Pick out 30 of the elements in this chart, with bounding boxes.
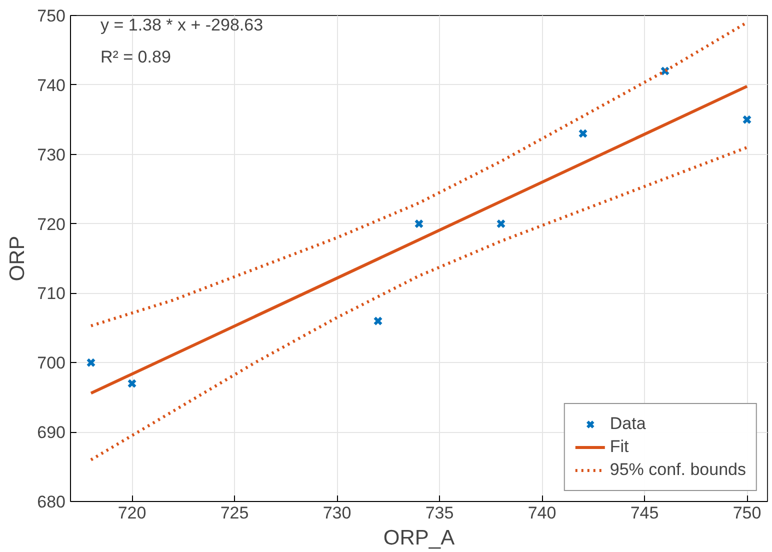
legend-label: Fit xyxy=(610,437,630,457)
legend-label: Data xyxy=(610,414,646,434)
point xyxy=(578,128,588,138)
annotation: R² = 0.89 xyxy=(100,48,171,66)
y-tick-label: 740 xyxy=(37,76,66,95)
x-tick-label: 735 xyxy=(425,504,454,522)
y-tick-label: 680 xyxy=(37,492,66,512)
y-tick-label: 690 xyxy=(37,423,66,442)
y-tick-label: 750 xyxy=(37,6,66,26)
y-axis-title: ORP xyxy=(6,236,30,282)
point xyxy=(496,219,506,228)
y-tick-label: 730 xyxy=(37,145,66,164)
point xyxy=(414,219,424,228)
x-tick-label: 745 xyxy=(630,504,659,522)
x-tick-label: 740 xyxy=(528,504,556,522)
point xyxy=(127,378,137,388)
x-tick-label: 720 xyxy=(118,504,146,522)
line-series xyxy=(90,146,748,462)
x-tick-label: 750 xyxy=(732,504,762,522)
point xyxy=(373,316,383,326)
legend-label: 95% conf. bounds xyxy=(610,460,746,480)
y-tick-label: 710 xyxy=(37,284,66,304)
y-tick-label: 700 xyxy=(37,354,66,373)
x-axis-title: ORP_A xyxy=(383,526,455,550)
point xyxy=(86,358,96,368)
x-tick-label: 730 xyxy=(322,504,352,522)
annotation: y = 1.38 * x + -298.63 xyxy=(100,16,264,34)
point xyxy=(742,114,752,124)
x-tick-label: 725 xyxy=(220,504,249,522)
y-tick-label: 720 xyxy=(37,214,66,234)
